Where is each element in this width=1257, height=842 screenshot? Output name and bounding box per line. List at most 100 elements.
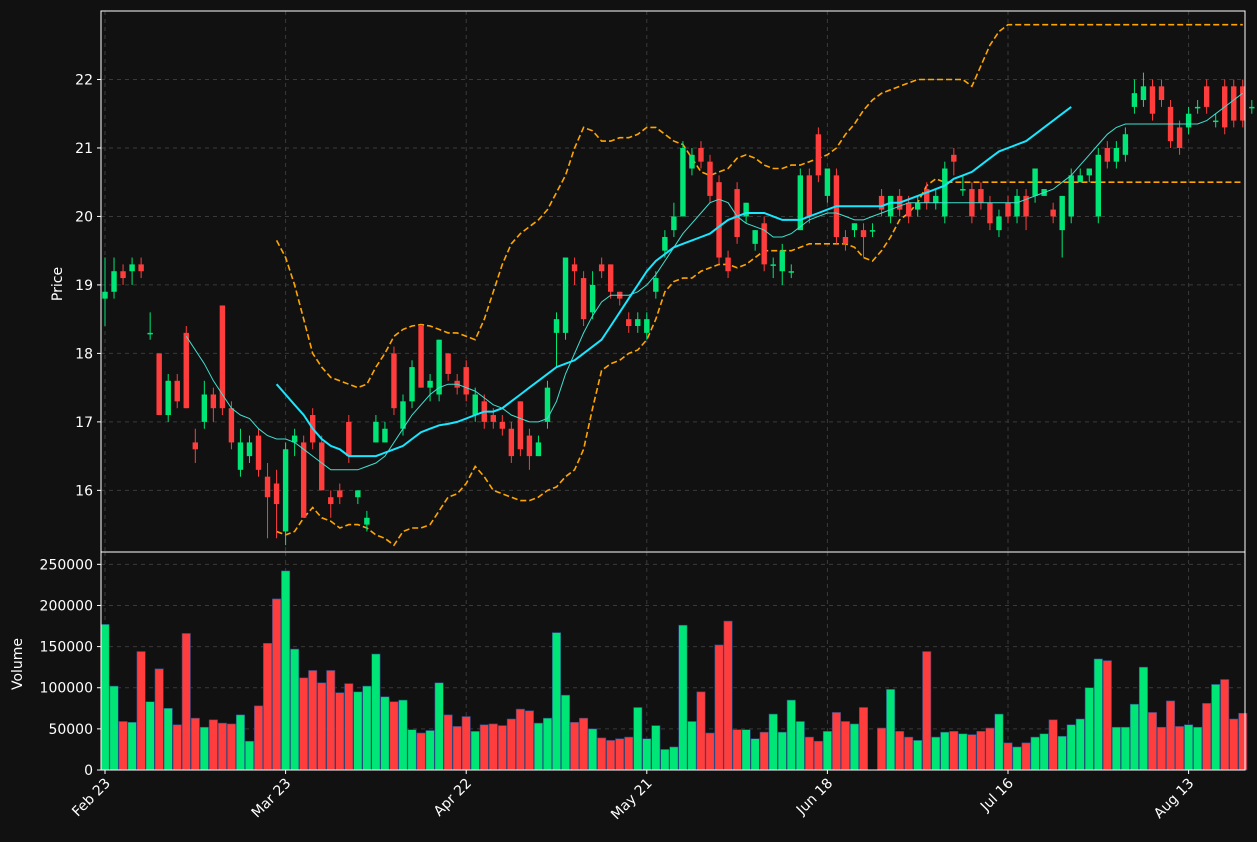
candle-body [607, 264, 614, 292]
candle-body [1240, 86, 1246, 121]
volume-bar [154, 668, 164, 771]
candle-body [400, 401, 406, 429]
candle-body [273, 483, 280, 505]
candle-body [228, 408, 235, 443]
candle-body [1231, 86, 1237, 121]
candle [1149, 79, 1156, 121]
candle-body [219, 305, 226, 409]
candle-body [698, 147, 704, 162]
volume-bar [461, 716, 471, 771]
candle [147, 312, 153, 340]
candle [246, 435, 253, 463]
candle-body [743, 202, 749, 217]
candle [1194, 100, 1201, 114]
candle [264, 462, 271, 539]
volume-bar [922, 651, 932, 771]
volume-bar [497, 725, 507, 771]
volume-bar [967, 734, 977, 771]
candle-body [716, 182, 722, 258]
candle [472, 387, 478, 422]
volume-bar [795, 721, 805, 771]
candle [1176, 120, 1183, 155]
candle-body [951, 154, 957, 162]
volume-bar [579, 717, 589, 771]
candle-body [869, 230, 876, 232]
volume-bar [1147, 712, 1157, 771]
candle-body [165, 380, 171, 416]
candle [373, 415, 379, 443]
volume-bar [1129, 703, 1139, 771]
volume-bar [651, 725, 661, 771]
volume-bar [1021, 742, 1031, 771]
candle-body [499, 421, 506, 429]
candle-body [707, 161, 713, 196]
volume-bar [759, 731, 769, 771]
candle-body [553, 319, 560, 333]
candles [102, 72, 1255, 546]
candle [996, 209, 1002, 237]
candle-body [373, 421, 379, 443]
volume-bar [109, 685, 119, 771]
candle [201, 380, 208, 429]
volume-bar [398, 699, 408, 771]
candle [716, 175, 722, 265]
candle-body [517, 401, 524, 450]
candle [671, 202, 677, 237]
candle-body [1131, 93, 1138, 107]
candle [707, 154, 713, 203]
volume-bar [931, 736, 941, 771]
volume-bar [172, 724, 182, 771]
candle [174, 373, 180, 409]
candle-body [255, 435, 262, 470]
candle [860, 223, 867, 258]
candle [842, 230, 849, 251]
volume-bar [714, 644, 724, 771]
candle [698, 141, 704, 169]
candle [851, 223, 858, 237]
candle-body [391, 353, 397, 409]
volume-bar [371, 653, 381, 771]
volume-bar [1184, 724, 1194, 771]
candle-body [409, 367, 415, 402]
candle [183, 326, 189, 409]
volume-bar [1120, 726, 1130, 771]
volume-bar [1057, 735, 1067, 771]
candle [210, 387, 217, 422]
volume-bar [425, 730, 435, 771]
candle-body [282, 449, 289, 532]
volume-bar [561, 694, 571, 771]
volume-bar [506, 718, 516, 771]
candle-body [210, 394, 217, 409]
price-tick-label: 20 [75, 209, 93, 225]
candle-body [887, 195, 894, 217]
candle [1203, 79, 1210, 114]
volume-bar [1012, 746, 1022, 771]
candle [680, 141, 686, 217]
volume-bar [840, 721, 850, 771]
volume-bar [317, 682, 327, 771]
candle [589, 271, 596, 320]
volume-bar [822, 731, 832, 771]
candle-body [860, 230, 867, 237]
volume-bar [1175, 726, 1185, 771]
volume-bar [940, 731, 950, 771]
candle-body [1149, 86, 1156, 114]
candle [544, 380, 551, 429]
candle [409, 360, 415, 409]
candle [580, 271, 587, 327]
candle [734, 182, 740, 244]
candle-body [815, 134, 822, 176]
candle-body [851, 223, 858, 231]
candle [382, 421, 388, 443]
volume-frame [100, 551, 1246, 771]
volume-bar [353, 691, 363, 771]
candle-body [300, 442, 307, 518]
candle [1077, 168, 1083, 183]
volume-bar [723, 620, 733, 771]
volume-bar [470, 731, 480, 771]
candle-body [472, 394, 478, 416]
candle [535, 435, 542, 457]
candle-body [978, 189, 984, 203]
volume-bars [100, 570, 1248, 771]
volume-bar [1102, 660, 1112, 771]
